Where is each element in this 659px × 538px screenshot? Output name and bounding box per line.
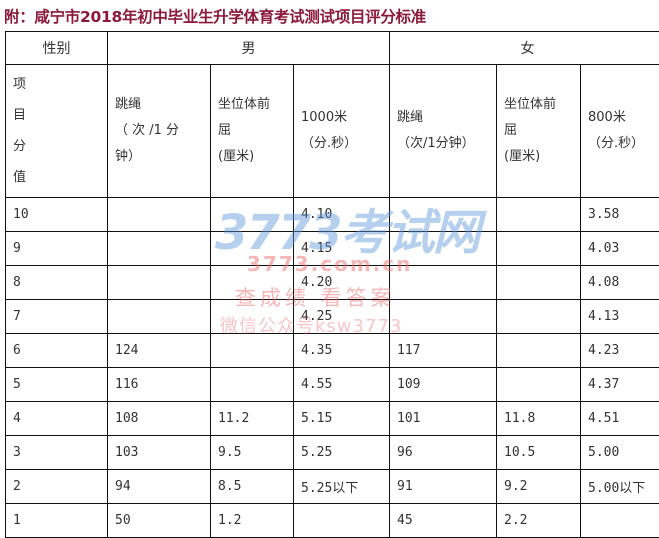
table-cell: 4.03	[580, 231, 659, 266]
table-cell: 8	[5, 265, 108, 300]
table-cell: 9	[5, 231, 108, 266]
table-cell: 9.2	[496, 469, 581, 504]
table-cell	[389, 299, 497, 334]
table-cell	[496, 333, 581, 368]
table-cell: 4.51	[580, 401, 659, 436]
table-cell: 45	[389, 503, 497, 538]
male-rope-header: 跳绳（ 次 /1 分钟）	[107, 64, 211, 198]
table-cell	[389, 231, 497, 266]
female-sit-header: 坐位体前屈 (厘米)	[496, 64, 581, 198]
table-cell: 124	[107, 333, 211, 368]
female-rope-header: 跳绳 （次/1分钟）	[389, 64, 497, 198]
female-run-header: 800米 （分.秒）	[580, 64, 659, 198]
female-header: 女	[389, 31, 659, 65]
table-cell	[107, 231, 211, 266]
table-cell: 4.37	[580, 367, 659, 402]
table-cell	[389, 197, 497, 232]
item-score-header: 项目分值	[5, 64, 108, 198]
table-row: 2 94 8.5 5.25以下 91 9.2 5.00以下	[5, 469, 659, 504]
header-row-items: 项目分值 跳绳（ 次 /1 分钟） 坐位体前屈 (厘米) 1000米 （分.秒） 跳…	[5, 64, 659, 198]
male-sit-header: 坐位体前屈 (厘米)	[210, 64, 294, 198]
male-header: 男	[107, 31, 390, 65]
table-cell: 4.23	[580, 333, 659, 368]
table-cell: 4.55	[293, 367, 390, 402]
table-cell: 94	[107, 469, 211, 504]
table-cell: 1	[5, 503, 108, 538]
table-cell: 50	[107, 503, 211, 538]
table-row: 5 116 4.55 109 4.37	[5, 367, 659, 402]
table-cell: 5.15	[293, 401, 390, 436]
table-cell: 10.5	[496, 435, 581, 470]
table-row: 1 50 1.2 45 2.2	[5, 503, 659, 538]
table-cell	[210, 231, 294, 266]
table-cell: 4.10	[293, 197, 390, 232]
table-cell: 5.25	[293, 435, 390, 470]
table-cell	[580, 503, 659, 538]
table-cell: 6	[5, 333, 108, 368]
table-cell: 4.08	[580, 265, 659, 300]
table-cell: 108	[107, 401, 211, 436]
table-cell: 4.35	[293, 333, 390, 368]
table-cell: 3.58	[580, 197, 659, 232]
table-cell: 7	[5, 299, 108, 334]
table-cell: 9.5	[210, 435, 294, 470]
table-cell	[210, 265, 294, 300]
table-cell: 8.5	[210, 469, 294, 504]
table-cell	[293, 503, 390, 538]
table-cell	[210, 333, 294, 368]
table-cell: 1.2	[210, 503, 294, 538]
page-title: 附：咸宁市2018年初中毕业生升学体育考试测试项目评分标准	[4, 8, 426, 26]
table-cell: 2	[5, 469, 108, 504]
table-cell	[210, 299, 294, 334]
table-cell: 5.00以下	[580, 469, 659, 504]
table-cell: 4.25	[293, 299, 390, 334]
table-cell	[496, 299, 581, 334]
table-cell: 11.8	[496, 401, 581, 436]
header-row-gender: 性别 男 女	[5, 31, 659, 65]
table-cell: 4.13	[580, 299, 659, 334]
table-cell	[107, 299, 211, 334]
table-cell	[210, 367, 294, 402]
table-cell	[389, 265, 497, 300]
table-cell	[496, 367, 581, 402]
table-row: 7 4.25 4.13	[5, 299, 659, 334]
table-row: 4 108 11.2 5.15 101 11.8 4.51	[5, 401, 659, 436]
table-cell: 5.00	[580, 435, 659, 470]
table-cell: 116	[107, 367, 211, 402]
table-cell: 4.20	[293, 265, 390, 300]
table-row: 6 124 4.35 117 4.23	[5, 333, 659, 368]
table-cell	[496, 265, 581, 300]
table-cell: 103	[107, 435, 211, 470]
table-cell: 3	[5, 435, 108, 470]
table-cell: 101	[389, 401, 497, 436]
table-cell: 11.2	[210, 401, 294, 436]
table-cell	[107, 197, 211, 232]
table-cell: 91	[389, 469, 497, 504]
table-cell	[496, 231, 581, 266]
table-cell: 5	[5, 367, 108, 402]
table-cell	[107, 265, 211, 300]
table-cell: 2.2	[496, 503, 581, 538]
table-cell: 4	[5, 401, 108, 436]
table-row: 9 4.15 4.03	[5, 231, 659, 266]
table-cell: 117	[389, 333, 497, 368]
table-cell: 4.15	[293, 231, 390, 266]
table-cell: 5.25以下	[293, 469, 390, 504]
gender-header: 性别	[5, 31, 108, 65]
table-row: 8 4.20 4.08	[5, 265, 659, 300]
table-row: 10 4.10 3.58	[5, 197, 659, 232]
male-run-header: 1000米 （分.秒）	[293, 64, 390, 198]
table-cell: 10	[5, 197, 108, 232]
table-cell: 109	[389, 367, 497, 402]
table-cell	[210, 197, 294, 232]
table-cell: 96	[389, 435, 497, 470]
scoring-table: 性别 男 女 项目分值 跳绳（ 次 /1 分钟） 坐位体前屈 (厘米) 1000米…	[5, 31, 659, 538]
table-cell	[496, 197, 581, 232]
table-row: 3 103 9.5 5.25 96 10.5 5.00	[5, 435, 659, 470]
